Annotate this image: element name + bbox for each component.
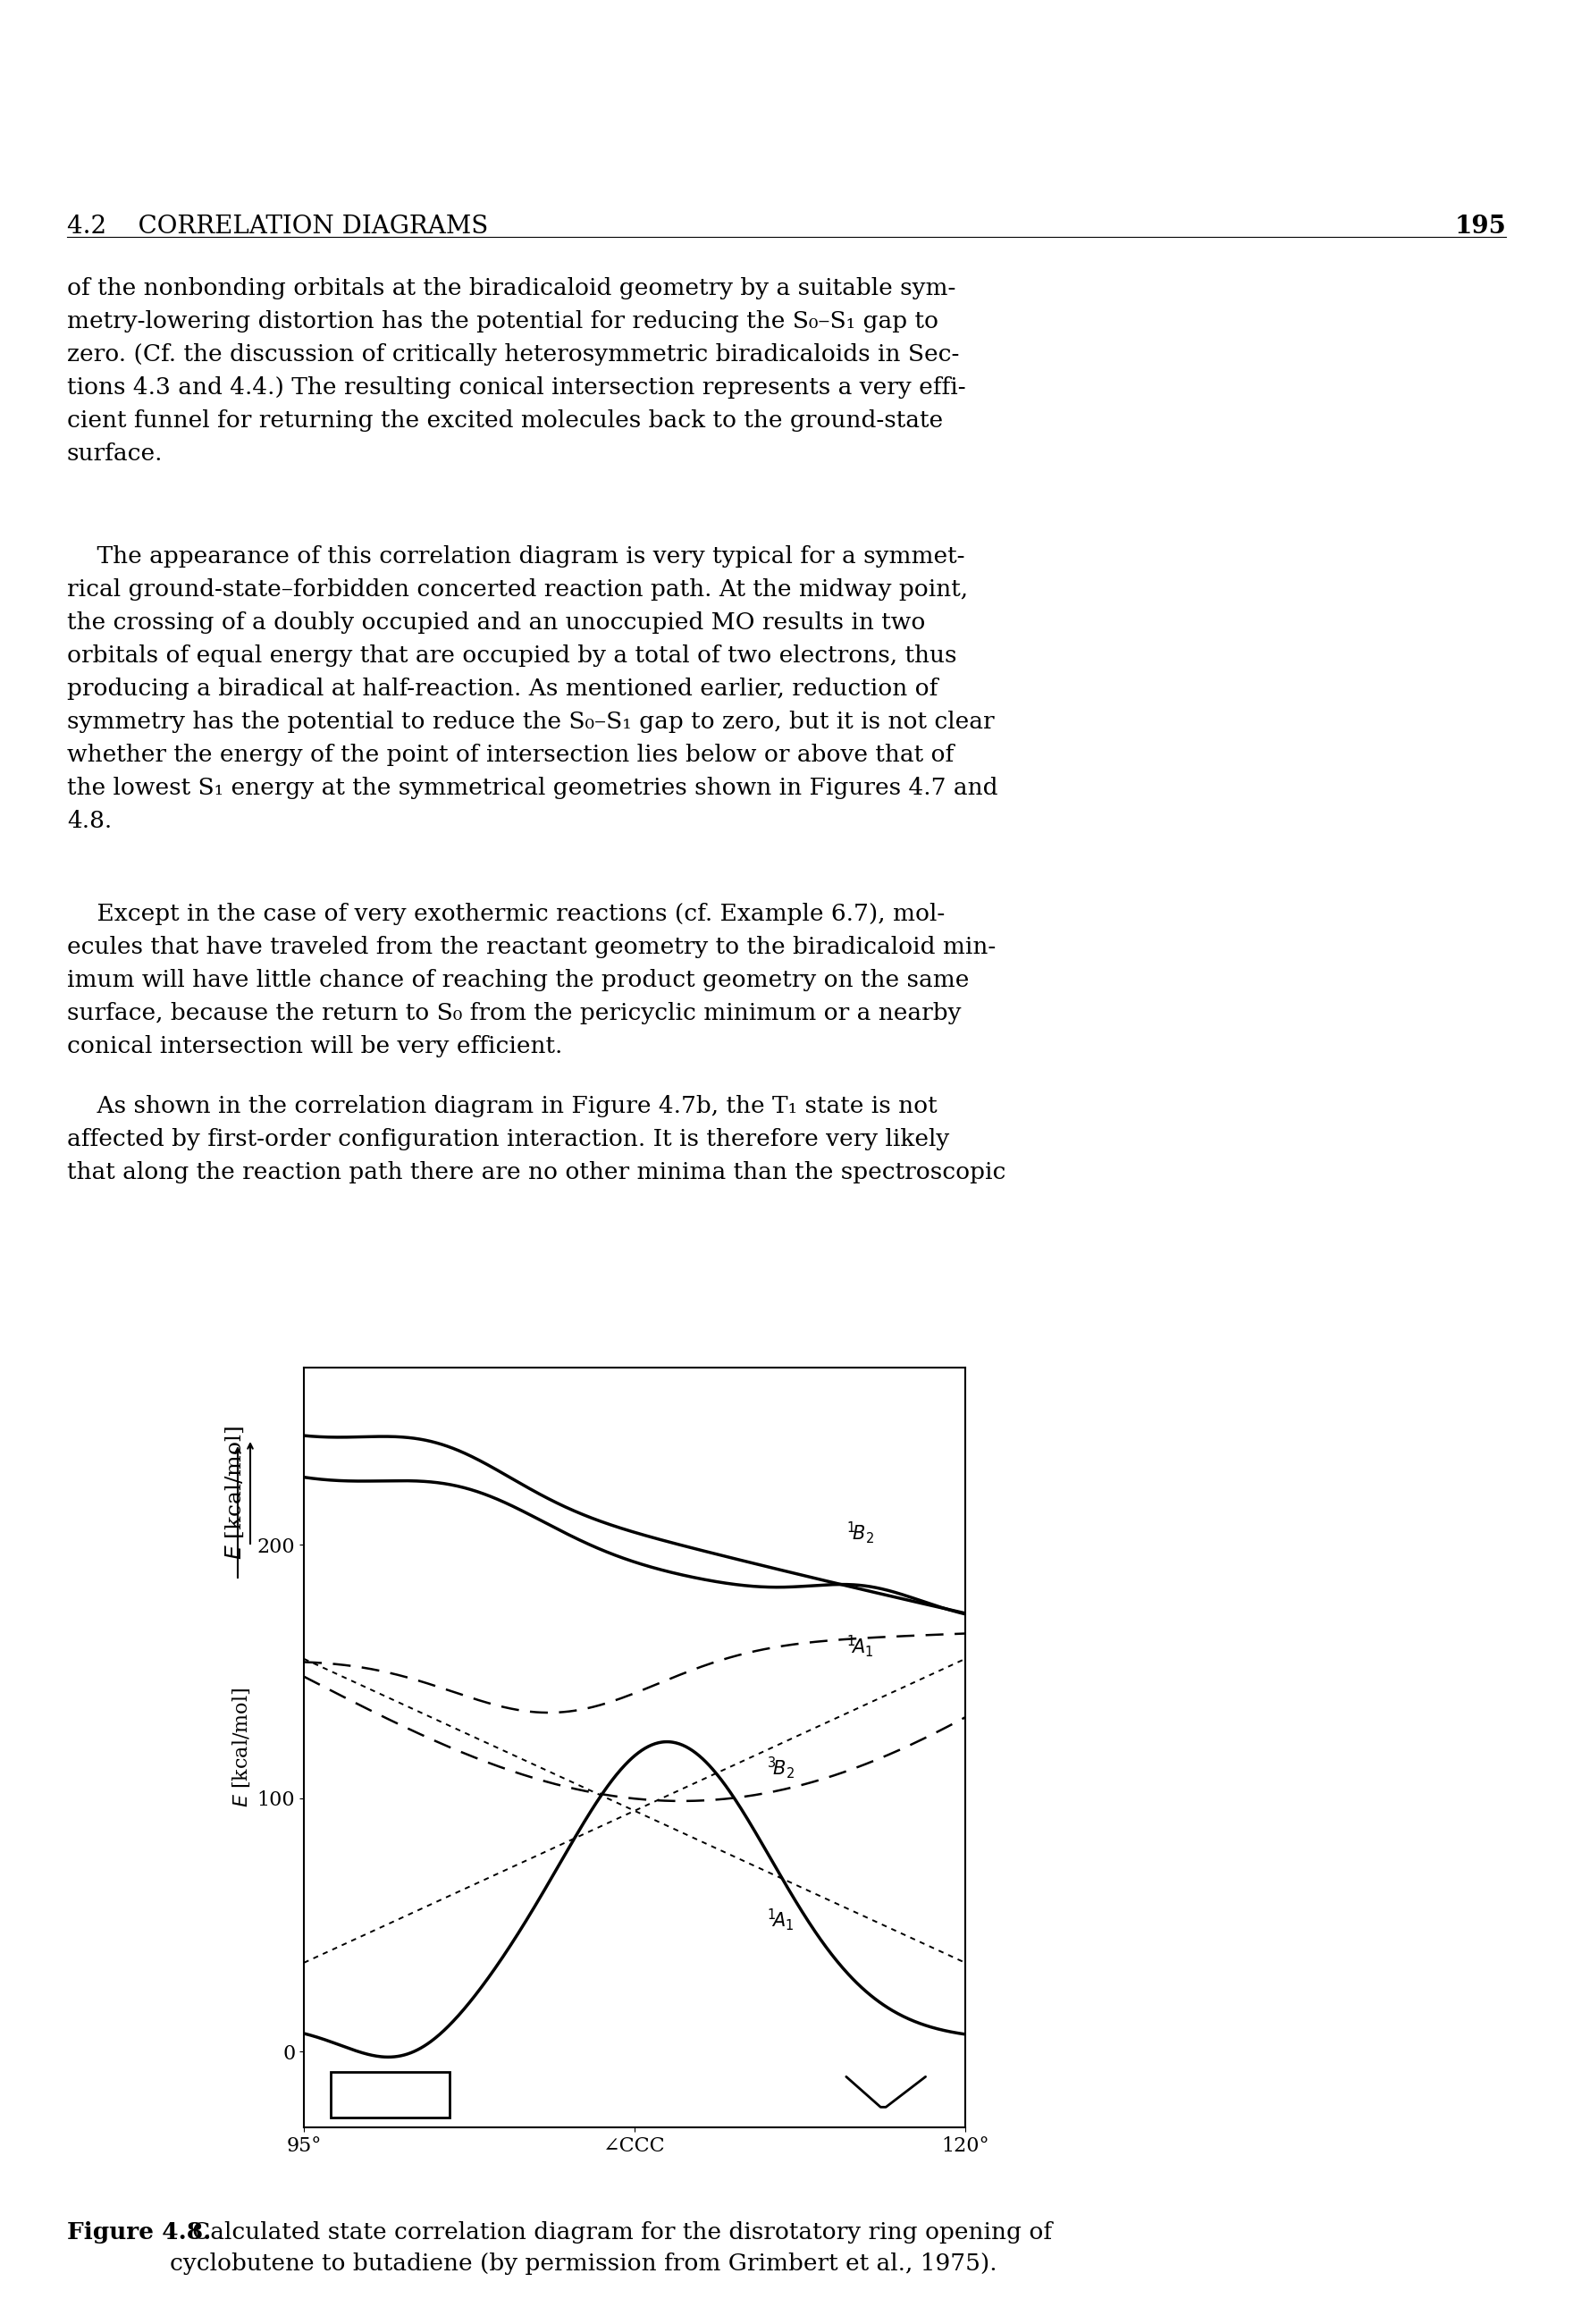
Text: $^3\!B_2$: $^3\!B_2$: [768, 1755, 794, 1780]
Text: 4.2    CORRELATION DIAGRAMS: 4.2 CORRELATION DIAGRAMS: [68, 214, 488, 239]
Text: Calculated state correlation diagram for the disrotatory ring opening of
cyclobu: Calculated state correlation diagram for…: [170, 2222, 1052, 2275]
Text: Except in the case of very exothermic reactions (cf. Example 6.7), mol-
ecules t: Except in the case of very exothermic re…: [68, 902, 996, 1057]
Text: $^1\!A_1$: $^1\!A_1$: [846, 1634, 873, 1659]
Text: The appearance of this correlation diagram is very typical for a symmet-
rical g: The appearance of this correlation diagr…: [68, 546, 997, 832]
Text: $^1\!A_1$: $^1\!A_1$: [768, 1906, 794, 1934]
Text: $E$ [kcal/mol]: $E$ [kcal/mol]: [223, 1425, 245, 1559]
Text: of the nonbonding orbitals at the biradicaloid geometry by a suitable sym-
metry: of the nonbonding orbitals at the biradi…: [68, 277, 966, 465]
Text: 195: 195: [1455, 214, 1505, 239]
Bar: [330, 2071, 450, 2117]
Y-axis label: $E$ [kcal/mol]: $E$ [kcal/mol]: [231, 1687, 252, 1808]
Text: Figure 4.8.: Figure 4.8.: [68, 2222, 211, 2243]
Text: $^1\!B_2$: $^1\!B_2$: [846, 1520, 875, 1545]
Text: As shown in the correlation diagram in Figure 4.7b, the T₁ state is not
affected: As shown in the correlation diagram in F…: [68, 1095, 1005, 1183]
